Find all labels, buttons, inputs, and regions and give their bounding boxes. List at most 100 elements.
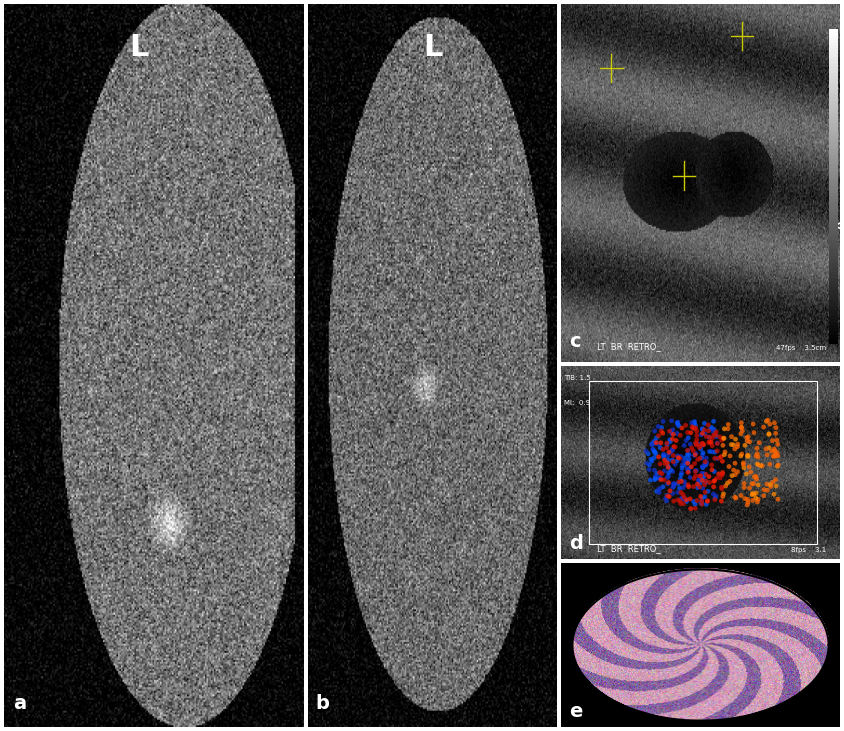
Point	[674, 469, 688, 481]
Point	[686, 445, 700, 457]
Point	[645, 439, 658, 450]
Point	[717, 423, 731, 435]
Point	[734, 428, 748, 439]
Point	[747, 427, 760, 439]
Point	[662, 461, 675, 473]
Point	[652, 484, 665, 496]
Point	[661, 450, 674, 461]
Point	[760, 485, 774, 496]
Point	[716, 455, 729, 467]
Point	[738, 482, 751, 493]
Point	[640, 458, 653, 469]
Point	[650, 485, 663, 497]
Point	[703, 446, 717, 458]
Point	[687, 420, 701, 432]
Point	[693, 477, 706, 489]
Point	[768, 417, 782, 428]
Point	[707, 475, 721, 487]
Point	[710, 452, 723, 464]
Point	[768, 450, 782, 462]
Point	[722, 419, 735, 431]
Point	[647, 446, 661, 458]
Point	[741, 496, 755, 508]
Point	[746, 494, 760, 506]
Point	[704, 423, 717, 435]
Point	[719, 480, 733, 492]
Point	[671, 419, 684, 431]
Point	[700, 477, 713, 488]
Point	[710, 431, 723, 442]
Point	[749, 487, 763, 499]
Point	[690, 425, 704, 437]
Point	[723, 450, 737, 462]
Point	[693, 452, 706, 464]
Point	[689, 449, 702, 461]
Point	[749, 471, 763, 482]
Point	[701, 496, 714, 507]
Point	[689, 422, 702, 433]
Point	[675, 459, 689, 471]
Point	[687, 473, 701, 485]
Point	[716, 466, 729, 478]
Point	[670, 455, 684, 467]
Point	[652, 438, 665, 450]
Text: c: c	[570, 332, 582, 351]
Point	[695, 474, 709, 486]
Point	[769, 428, 782, 439]
Point	[740, 499, 754, 511]
Point	[716, 491, 729, 502]
Point	[662, 467, 675, 479]
Point	[675, 423, 689, 434]
Point	[663, 485, 677, 497]
Point	[697, 471, 711, 483]
Point	[702, 431, 716, 443]
Point	[657, 451, 671, 463]
Point	[695, 429, 708, 441]
Point	[715, 469, 728, 480]
Point	[648, 474, 662, 485]
Point	[662, 461, 675, 472]
Point	[654, 474, 668, 485]
Point	[667, 478, 680, 490]
Point	[657, 449, 671, 461]
Point	[717, 433, 731, 444]
Point	[741, 451, 755, 463]
Point	[662, 477, 675, 488]
Point	[695, 499, 708, 510]
Point	[769, 422, 782, 433]
Point	[741, 450, 755, 461]
Point	[751, 459, 765, 471]
Point	[701, 485, 715, 497]
Point	[738, 439, 752, 451]
Point	[667, 496, 680, 507]
Point	[727, 439, 740, 451]
Point	[740, 435, 754, 447]
Point	[715, 434, 728, 446]
Point	[745, 478, 759, 490]
Point	[724, 439, 738, 450]
Point	[674, 498, 687, 510]
Point	[734, 422, 748, 433]
Point	[677, 498, 690, 510]
Point	[668, 458, 682, 470]
Point	[698, 479, 711, 491]
Point	[692, 474, 706, 486]
Point	[766, 435, 779, 447]
Point	[698, 417, 711, 429]
Point	[708, 492, 722, 504]
Point	[697, 439, 711, 450]
Point	[767, 443, 781, 455]
Point	[737, 462, 750, 474]
Point	[709, 429, 722, 441]
Point	[738, 477, 751, 489]
Point	[734, 422, 748, 433]
Point	[679, 435, 693, 447]
Point	[749, 450, 763, 462]
Point	[670, 417, 684, 428]
Point	[718, 446, 732, 458]
Point	[696, 482, 710, 494]
Point	[647, 436, 661, 447]
Point	[695, 449, 709, 461]
Point	[707, 466, 721, 477]
Point	[728, 443, 742, 455]
